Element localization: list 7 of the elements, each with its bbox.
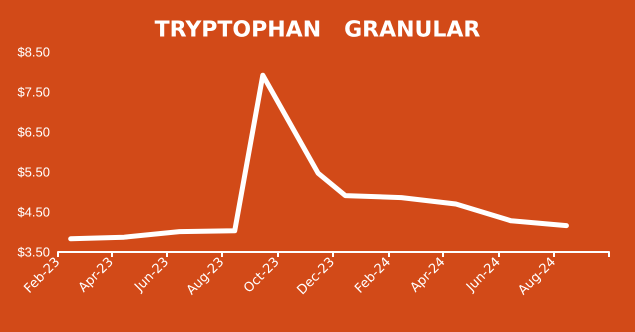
y-tick-label: $8.50 — [17, 44, 50, 60]
y-tick-label: $5.50 — [17, 164, 50, 180]
y-tick-label: $4.50 — [17, 204, 50, 220]
y-tick-label: $3.50 — [17, 244, 50, 260]
y-tick-label: $7.50 — [17, 84, 50, 100]
y-tick-label: $6.50 — [17, 124, 50, 140]
chart-title: TRYPTOPHAN GRANULAR — [154, 18, 480, 42]
